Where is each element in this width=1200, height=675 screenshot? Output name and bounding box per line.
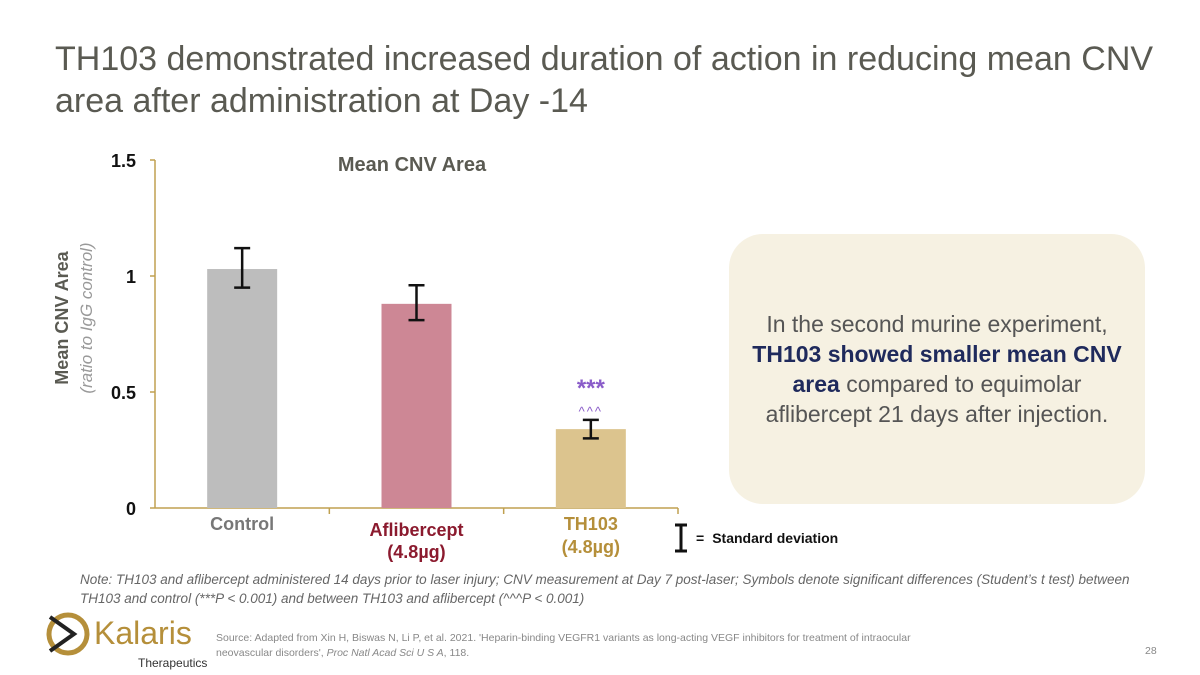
- callout-post: compared to equimolar aflibercept 21 day…: [765, 371, 1109, 427]
- x-category-label: Aflibercept: [369, 520, 463, 540]
- significance-stars: ***: [577, 375, 606, 402]
- legend-label: Standard deviation: [712, 530, 839, 546]
- bar-control: [207, 269, 278, 508]
- callout-box: In the second murine experiment, TH103 s…: [729, 234, 1145, 504]
- callout-bold: TH103 showed smaller mean CNV area: [752, 341, 1122, 397]
- x-category-sublabel: (4.8µg): [562, 537, 620, 557]
- bar-th103: [555, 429, 626, 508]
- error-bar: [234, 246, 251, 289]
- source-pre: Source: Adapted from Xin H, Biswas N, Li…: [216, 632, 911, 659]
- x-category-label: TH103: [564, 514, 618, 534]
- kalaris-logo: Kalaris Therapeutics: [40, 612, 210, 675]
- error-bar-icon: [675, 523, 687, 553]
- legend: = Standard deviation: [670, 522, 838, 554]
- callout-text: In the second murine experiment, TH103 s…: [747, 309, 1127, 429]
- source-journal: Proc Natl Acad Sci U S A: [326, 647, 444, 659]
- page-number: 28: [1145, 645, 1157, 657]
- significance-carets: ^^^: [579, 404, 603, 419]
- y-tick-label: 0: [126, 499, 136, 519]
- error-bar: [408, 284, 425, 322]
- x-category-label: Control: [210, 514, 274, 534]
- bar-aflibercept: [381, 303, 452, 508]
- legend-equals: =: [696, 530, 705, 546]
- footnote: Note: TH103 and aflibercept administered…: [80, 572, 1130, 606]
- y-tick-label: 0.5: [111, 383, 136, 403]
- y-axis-label: Mean CNV Area: [52, 250, 72, 384]
- callout-pre: In the second murine experiment,: [766, 311, 1108, 337]
- y-tick-label: 1.5: [111, 151, 136, 171]
- error-bar: [582, 418, 599, 440]
- logo-sub: Therapeutics: [138, 656, 207, 670]
- source-post: , 118.: [443, 647, 470, 659]
- chart-title: Mean CNV Area: [338, 154, 487, 176]
- y-tick-label: 1: [126, 267, 136, 287]
- logo-name: Kalaris: [94, 615, 192, 651]
- source-citation: Source: Adapted from Xin H, Biswas N, Li…: [216, 631, 916, 661]
- x-category-sublabel: (4.8µg): [387, 542, 445, 562]
- page-title: TH103 demonstrated increased duration of…: [55, 40, 1154, 120]
- y-axis-sublabel: (ratio to IgG control): [77, 242, 96, 393]
